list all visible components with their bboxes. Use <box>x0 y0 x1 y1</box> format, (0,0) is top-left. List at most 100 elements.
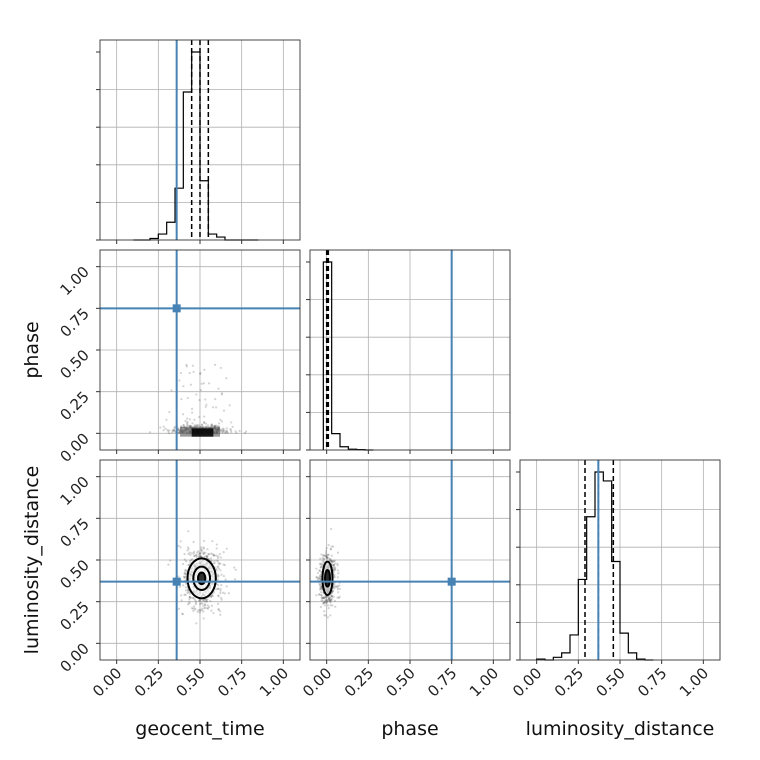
pair-geocent-time-vs-luminosity-distance-point <box>204 606 207 609</box>
pair-geocent-time-vs-phase-point <box>164 427 167 430</box>
pair-phase-vs-luminosity-distance-point <box>334 562 337 565</box>
pair-geocent-time-vs-phase-point <box>213 424 216 428</box>
pair-geocent-time-vs-phase-point <box>181 413 185 416</box>
pair-geocent-time-vs-luminosity-distance-point <box>202 617 205 620</box>
pair-geocent-time-vs-luminosity-distance-point <box>202 539 206 543</box>
pair-geocent-time-vs-luminosity-distance-point <box>167 563 170 566</box>
pair-geocent-time-vs-luminosity-distance-point <box>217 574 220 578</box>
pair-phase-vs-luminosity-distance-point <box>324 614 327 617</box>
pair-phase-vs-luminosity-distance-point <box>320 591 323 594</box>
pair-geocent-time-vs-phase-point <box>186 420 189 424</box>
pair-phase-vs-luminosity-distance-point <box>319 557 322 560</box>
pair-geocent-time-vs-luminosity-distance-point <box>183 558 186 561</box>
pair-geocent-time-vs-luminosity-distance-point <box>198 599 201 602</box>
pair-geocent-time-vs-phase-panel: 0.00 0.25 0.50 0.75 1.00 <box>56 249 301 466</box>
pair-phase-vs-luminosity-distance-point <box>319 584 322 587</box>
pair-geocent-time-vs-phase-point <box>228 404 231 407</box>
pair-geocent-time-vs-phase-point <box>219 428 223 432</box>
pair-geocent-time-vs-luminosity-distance-point <box>182 575 186 578</box>
pair-phase-vs-luminosity-distance-point <box>321 599 324 602</box>
pair-phase-vs-luminosity-distance-xtick-label-2: 0.50 <box>382 664 418 700</box>
hist-luminosity-distance-xtick-label-4: 1.00 <box>676 664 712 700</box>
pair-geocent-time-vs-luminosity-distance-point <box>186 546 190 549</box>
pair-geocent-time-vs-luminosity-distance-point <box>177 544 180 547</box>
pair-geocent-time-vs-luminosity-distance-point <box>193 550 196 553</box>
pair-phase-vs-luminosity-distance-point <box>325 600 328 603</box>
pair-geocent-time-vs-luminosity-distance-point <box>206 554 209 558</box>
pair-geocent-time-vs-luminosity-distance-point <box>188 598 191 601</box>
pair-geocent-time-vs-luminosity-distance-point <box>193 554 196 557</box>
pair-geocent-time-vs-phase-point <box>171 431 174 434</box>
pair-phase-vs-luminosity-distance-point <box>324 595 328 598</box>
pair-geocent-time-vs-luminosity-distance-point <box>181 613 184 616</box>
pair-phase-vs-luminosity-distance-point <box>338 584 341 587</box>
pair-geocent-time-vs-phase-point <box>225 430 229 434</box>
pair-phase-vs-luminosity-distance-point <box>327 597 330 600</box>
pair-geocent-time-vs-luminosity-distance-point <box>201 607 204 610</box>
pair-geocent-time-vs-luminosity-distance-point <box>216 587 219 590</box>
pair-geocent-time-vs-luminosity-distance-point <box>210 559 213 562</box>
pair-geocent-time-vs-luminosity-distance-ytick-label-3: 0.75 <box>56 514 92 550</box>
pair-phase-vs-luminosity-distance-point <box>329 599 332 602</box>
pair-phase-vs-luminosity-distance-point <box>330 554 333 557</box>
pair-geocent-time-vs-luminosity-distance-point <box>207 553 210 556</box>
pair-geocent-time-vs-luminosity-distance-point <box>213 559 216 563</box>
hist-luminosity-distance-xtick-label-2: 0.50 <box>592 664 628 700</box>
pair-geocent-time-vs-luminosity-distance-point <box>203 600 207 603</box>
pair-geocent-time-vs-luminosity-distance-point <box>200 548 203 552</box>
pair-geocent-time-vs-luminosity-distance-point <box>179 546 182 549</box>
pair-phase-vs-luminosity-distance-point <box>319 577 322 581</box>
pair-geocent-time-vs-luminosity-distance-point <box>205 598 208 602</box>
pair-geocent-time-vs-phase-point <box>205 403 208 406</box>
pair-geocent-time-vs-phase-point <box>222 427 225 431</box>
pair-phase-vs-luminosity-distance-point <box>325 595 328 598</box>
pair-phase-vs-luminosity-distance-point <box>326 553 330 556</box>
pair-geocent-time-vs-luminosity-distance-point <box>205 555 208 558</box>
pair-geocent-time-vs-luminosity-distance-point <box>225 585 228 588</box>
pair-phase-vs-luminosity-distance-point <box>324 598 328 601</box>
pair-phase-vs-luminosity-distance-point <box>320 562 323 565</box>
pair-phase-vs-luminosity-distance-point <box>329 559 332 562</box>
pair-phase-vs-luminosity-distance-point <box>329 598 333 601</box>
pair-geocent-time-vs-phase-point <box>171 429 174 432</box>
pair-geocent-time-vs-phase-point <box>219 429 223 433</box>
pair-geocent-time-vs-luminosity-distance-point <box>196 610 199 613</box>
pair-phase-vs-luminosity-distance-point <box>320 597 324 600</box>
pair-geocent-time-vs-luminosity-distance-point <box>199 552 202 555</box>
pair-geocent-time-vs-luminosity-distance-point <box>222 551 225 554</box>
pair-geocent-time-vs-luminosity-distance-point <box>219 569 222 572</box>
pair-phase-vs-luminosity-distance-point <box>319 575 322 578</box>
pair-phase-vs-luminosity-distance-point <box>319 574 322 577</box>
pair-geocent-time-vs-phase-point <box>195 393 198 396</box>
pair-geocent-time-vs-phase-point <box>226 431 229 435</box>
pair-geocent-time-vs-luminosity-distance-point <box>213 561 216 565</box>
pair-phase-vs-luminosity-distance-point <box>332 563 336 567</box>
pair-geocent-time-vs-phase-ytick-label-3: 0.75 <box>56 304 92 340</box>
pair-geocent-time-vs-phase-point <box>224 431 227 434</box>
pair-geocent-time-vs-luminosity-distance-point <box>233 566 236 569</box>
pair-geocent-time-vs-phase-point <box>225 429 229 433</box>
pair-geocent-time-vs-luminosity-distance-point <box>186 549 189 552</box>
pair-phase-vs-luminosity-distance-point <box>331 604 334 607</box>
pair-geocent-time-vs-luminosity-distance-point <box>185 560 188 563</box>
pair-geocent-time-vs-luminosity-distance-point <box>192 540 195 544</box>
pair-phase-vs-luminosity-distance-point <box>325 555 328 558</box>
pair-geocent-time-vs-luminosity-distance-point <box>194 603 197 606</box>
pair-phase-vs-luminosity-distance-point <box>329 604 332 607</box>
pair-geocent-time-vs-luminosity-distance-point <box>210 552 213 555</box>
pair-phase-vs-luminosity-distance-point <box>329 558 332 561</box>
pair-phase-vs-luminosity-distance-point <box>336 588 340 591</box>
pair-phase-vs-luminosity-distance-point <box>320 593 323 597</box>
pair-geocent-time-vs-luminosity-distance-point <box>219 613 222 616</box>
pair-phase-vs-luminosity-distance-point <box>336 586 339 589</box>
pair-geocent-time-vs-phase-point <box>222 429 226 432</box>
pair-geocent-time-vs-luminosity-distance-point <box>179 540 182 543</box>
pair-phase-vs-luminosity-distance-point <box>334 566 337 569</box>
pair-geocent-time-vs-phase-point <box>173 426 176 430</box>
pair-geocent-time-vs-luminosity-distance-panel: 0.00 0.25 0.50 0.75 1.000.000.250.500.751.00 <box>56 459 301 700</box>
pair-geocent-time-vs-phase-point <box>196 424 199 427</box>
pair-geocent-time-vs-luminosity-distance-point <box>203 603 207 606</box>
pair-geocent-time-vs-luminosity-distance-point <box>222 574 225 578</box>
pair-phase-vs-luminosity-distance-point <box>331 596 334 599</box>
pair-geocent-time-vs-luminosity-distance-point <box>223 592 226 595</box>
